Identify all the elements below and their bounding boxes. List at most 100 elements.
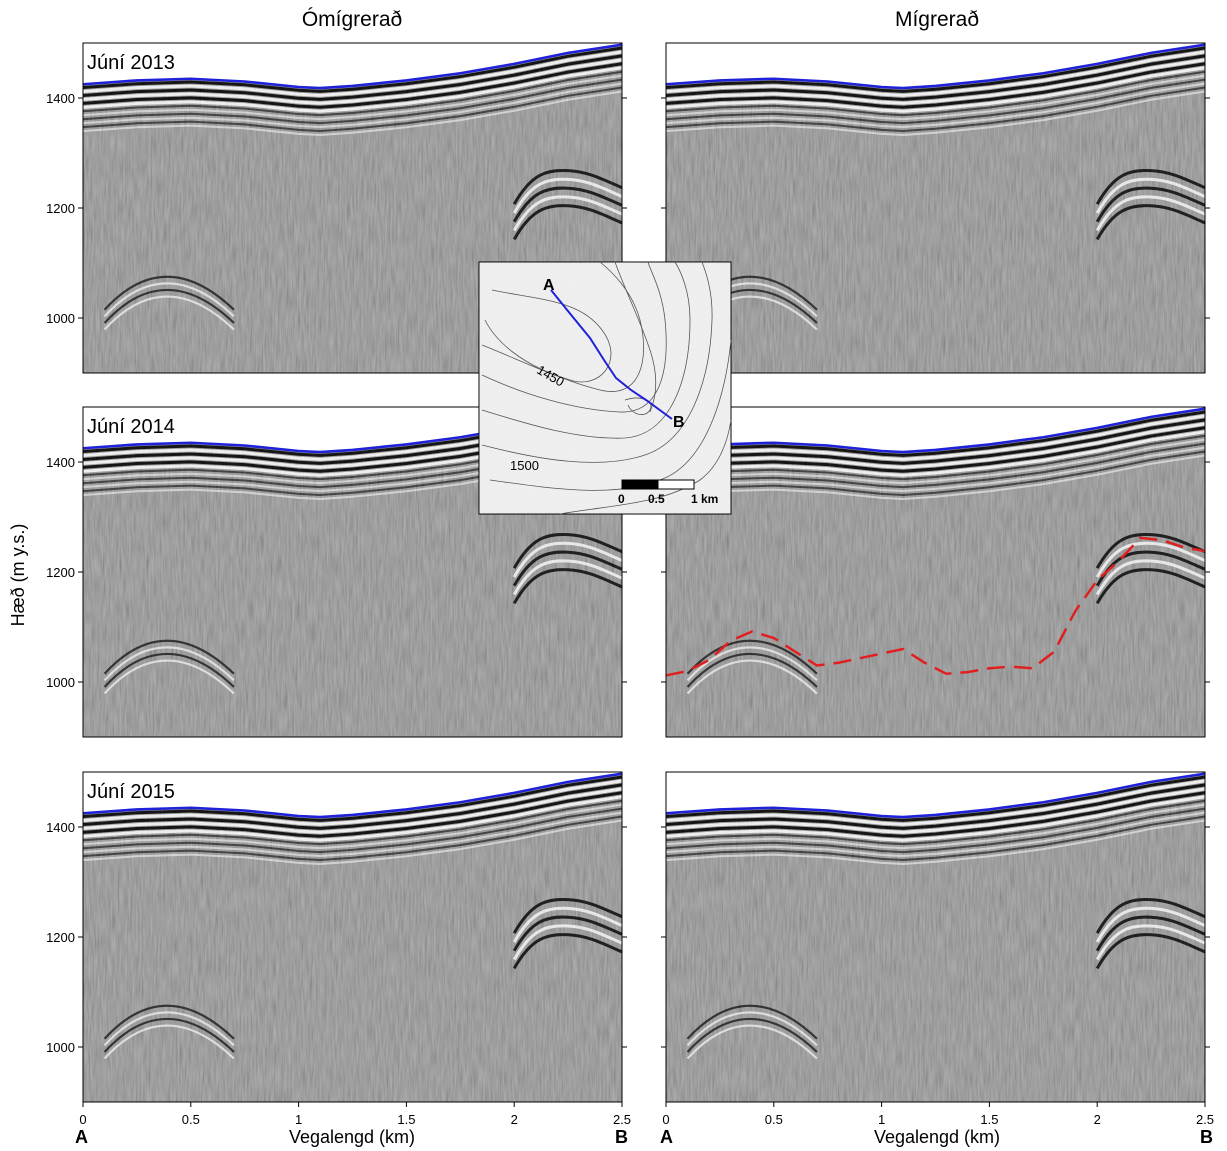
surface-layer-stripe	[666, 779, 1205, 826]
bed-reflection	[512, 559, 622, 596]
point-b-left: B	[615, 1127, 628, 1147]
x-tick-label: 2.5	[1196, 1112, 1214, 1127]
scale-bar-black	[621, 479, 659, 490]
bed-reflection	[512, 906, 622, 943]
surface-layer-stripe	[83, 775, 622, 822]
radargram-panel-2-0: 1000 1200 1400 Júní 2015 0 0.5 1 1.5 2 2.5	[46, 771, 631, 1127]
y-tick-label: 1400	[46, 91, 75, 106]
surface-layer-stripe	[666, 86, 1205, 133]
bed-reflection	[1095, 195, 1205, 232]
surface-layer-stripe	[666, 450, 1205, 497]
bed-reflection	[512, 168, 622, 205]
panel-year-label: Júní 2015	[87, 781, 175, 803]
inset-profile-line	[550, 289, 673, 420]
radargram-panel-0-0: 1000 1200 1400 Júní 2013	[46, 42, 627, 374]
surface-layer-stripe	[83, 803, 622, 850]
point-b-right: B	[1200, 1127, 1213, 1147]
x-tick-label: 2	[1094, 1112, 1101, 1127]
bed-reflection	[512, 550, 622, 587]
inset-label-a: A	[543, 277, 555, 294]
surface-layer-stripe	[83, 787, 622, 834]
x-tick-label: 2	[511, 1112, 518, 1127]
air-region	[83, 772, 622, 818]
surface-layer-stripe	[666, 446, 1205, 493]
scale-bar-white	[657, 479, 695, 490]
surface-layer-stripe	[666, 50, 1205, 97]
diffraction-hyperbola	[103, 282, 235, 318]
radargram-image	[83, 43, 622, 373]
y-tick-label: 1000	[46, 675, 75, 690]
x-axis-label-left: Vegalengd (km)	[289, 1127, 415, 1147]
y-tick-label: 1000	[46, 1040, 75, 1055]
surface-layer-stripe	[83, 815, 622, 862]
bed-reflection	[512, 541, 622, 578]
surface-layer-stripe	[666, 815, 1205, 862]
inset-map-texture	[479, 262, 731, 514]
scale-label-0: 0	[618, 492, 625, 506]
surface-layer-stripe	[666, 438, 1205, 485]
diffraction-hyperbola	[686, 1011, 818, 1047]
surface-layer-stripe	[83, 819, 622, 865]
diffraction-hyperbola	[686, 653, 818, 688]
surface-layer-stripe	[666, 410, 1205, 457]
surface-line	[666, 43, 1205, 90]
surface-layer-stripe	[83, 78, 622, 125]
bed-reflection	[1095, 541, 1205, 578]
surface-layer-stripe	[83, 86, 622, 133]
surface-layer-stripe	[666, 66, 1205, 113]
bed-reflection	[1095, 924, 1205, 961]
point-a-left: A	[75, 1127, 88, 1147]
bed-reflection	[512, 532, 622, 569]
surface-layer-stripe	[666, 82, 1205, 129]
bed-reflection	[1095, 933, 1205, 970]
surface-line	[83, 772, 622, 819]
surface-layer-stripe	[666, 454, 1205, 500]
y-axis-label: Hæð (m y.s.)	[8, 524, 28, 627]
surface-layer-stripe	[83, 779, 622, 826]
column-title-migrated: Mígrerað	[895, 8, 979, 31]
surface-layer-stripe	[83, 50, 622, 97]
x-axis-label-right: Vegalengd (km)	[874, 1127, 1000, 1147]
y-tick-label: 1200	[46, 201, 75, 216]
bed-reflection	[1095, 204, 1205, 241]
radargram-image	[83, 772, 622, 1102]
surface-layer-stripe	[666, 422, 1205, 469]
diffraction-hyperbola	[103, 275, 235, 311]
bed-pick-line	[666, 536, 1205, 677]
diffraction-hyperbola	[686, 1018, 818, 1053]
bed-reflection	[1095, 559, 1205, 596]
surface-layer-stripe	[666, 442, 1205, 489]
x-tick-label: 0	[662, 1112, 669, 1127]
scale-label-1km: 1 km	[691, 492, 718, 506]
bed-reflection	[512, 915, 622, 952]
bed-reflection	[1095, 915, 1205, 952]
bed-reflection	[1095, 906, 1205, 943]
air-region	[83, 43, 622, 89]
bed-reflection	[512, 897, 622, 934]
y-tick-label: 1000	[46, 311, 75, 326]
surface-layer-stripe	[666, 807, 1205, 854]
surface-layer-stripe	[666, 418, 1205, 465]
surface-layer-stripe	[666, 62, 1205, 109]
bed-reflection	[512, 924, 622, 961]
surface-line	[83, 43, 622, 90]
surface-layer-stripe	[666, 46, 1205, 93]
surface-layer-stripe	[666, 58, 1205, 105]
surface-layer-stripe	[666, 426, 1205, 473]
panel-year-label: Júní 2014	[87, 416, 175, 438]
surface-layer-stripe	[666, 799, 1205, 846]
surface-layer-stripe	[666, 775, 1205, 822]
surface-layer-stripe	[666, 430, 1205, 477]
air-region	[666, 772, 1205, 818]
surface-layer-stripe	[83, 811, 622, 858]
surface-layer-stripe	[83, 791, 622, 838]
diffraction-hyperbola	[686, 1004, 818, 1040]
surface-layer-stripe	[83, 54, 622, 101]
surface-layer-stripe	[83, 46, 622, 93]
surface-line	[666, 772, 1205, 819]
bed-reflection	[512, 177, 622, 214]
surface-layer-stripe	[83, 82, 622, 129]
diffraction-hyperbola	[103, 295, 235, 331]
diffraction-hyperbola	[103, 646, 235, 682]
